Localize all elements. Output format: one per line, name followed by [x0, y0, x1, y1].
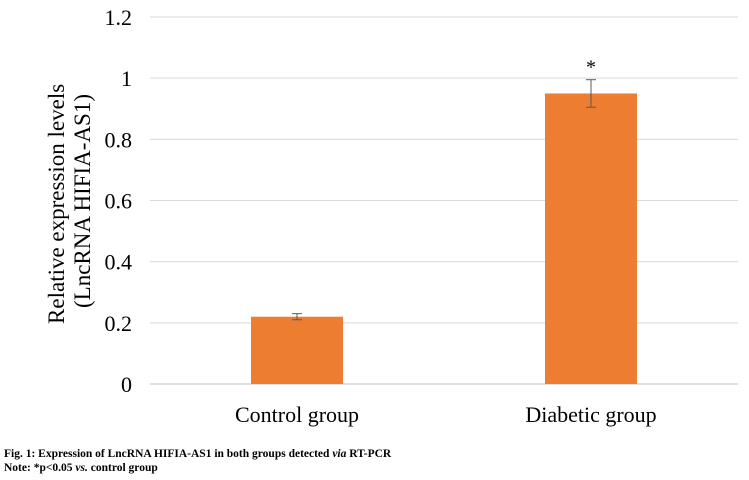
y-axis-label-line-2: (LncRNA HIFIA-AS1)	[70, 94, 95, 308]
caption-italic-via: via	[332, 448, 347, 460]
bars	[251, 93, 637, 384]
y-tick-label: 0.8	[105, 127, 133, 152]
y-axis-label-line-1: Relative expression levels	[44, 84, 69, 324]
significance-asterisk: *	[586, 57, 596, 79]
y-tick-label: 0.2	[105, 311, 133, 336]
bar-control-group	[251, 316, 343, 384]
significance-annotations: *	[586, 57, 596, 79]
y-tick-label: 1	[121, 66, 132, 91]
bar-chart: 0 0.2 0.4 0.6 0.8 1 1.2 * Control group Diabeti…	[44, 5, 738, 427]
figure-note: Note: *p<0.05 vs. control group	[4, 461, 744, 475]
error-bars	[292, 79, 596, 321]
y-axis-label: Relative expression levels (LncRNA HIFIA…	[44, 78, 95, 324]
note-comparison: control group	[87, 462, 158, 474]
note-text: Note: *p<0.05	[4, 462, 76, 474]
caption-method: RT-PCR	[346, 448, 392, 460]
y-tick-label: 1.2	[105, 5, 133, 30]
bar-diabetic-group	[545, 93, 637, 384]
figure-caption: Fig. 1: Expression of LncRNA HIFIA-AS1 i…	[4, 447, 744, 461]
caption-text: Fig. 1: Expression of LncRNA HIFIA-AS1 i…	[4, 448, 333, 460]
gridlines	[150, 16, 738, 385]
note-italic-vs: vs.	[75, 462, 88, 474]
y-tick-label: 0	[121, 372, 132, 397]
x-category-label: Diabetic group	[525, 402, 656, 427]
y-axis-tick-labels: 0 0.2 0.4 0.6 0.8 1 1.2	[105, 5, 133, 397]
x-category-label: Control group	[235, 402, 359, 427]
error-bar	[292, 313, 302, 321]
y-tick-label: 0.4	[105, 250, 133, 275]
error-bar	[586, 79, 596, 108]
x-axis-category-labels: Control group Diabetic group	[235, 402, 657, 427]
y-tick-label: 0.6	[105, 189, 133, 214]
